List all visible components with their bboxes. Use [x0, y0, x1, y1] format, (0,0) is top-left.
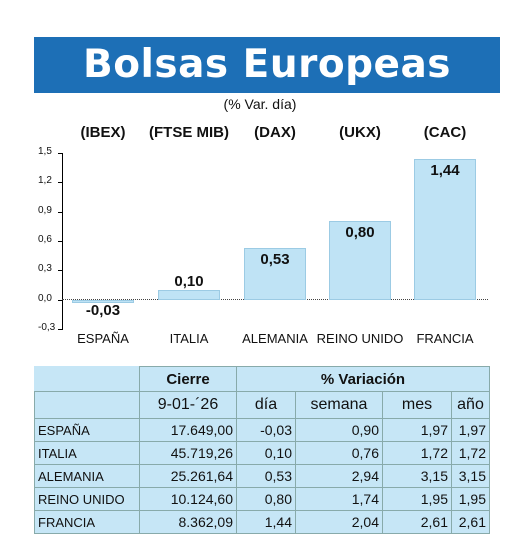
bar-italia [158, 289, 220, 300]
y-tick-label: 1,2 [38, 175, 52, 187]
table-row: REINO UNIDO 10.124,60 0,80 1,74 1,95 1,95 [34, 487, 490, 511]
cell-cierre: 17.649,00 [139, 418, 237, 442]
y-tick-mark [58, 241, 63, 242]
cell-dia: 1,44 [236, 510, 296, 534]
cell-dia: 0,53 [236, 464, 296, 488]
cell-ano: 1,95 [451, 487, 490, 511]
category-label: FRANCIA [416, 331, 474, 346]
header-cierre: Cierre [139, 366, 237, 392]
index-label: (FTSE MIB) [149, 124, 229, 141]
cell-mes: 1,95 [382, 487, 452, 511]
table-row: FRANCIA 8.362,09 1,44 2,04 2,61 2,61 [34, 510, 490, 534]
y-tick-mark [58, 270, 63, 272]
table-header-row: Cierre % Variación [34, 366, 490, 392]
table-row: ITALIA 45.719,26 0,10 0,76 1,72 1,72 [34, 441, 490, 465]
bar-reino-unido [329, 221, 391, 300]
bar-value-label: 1,44 [430, 161, 460, 179]
category-label: ESPAÑA [77, 331, 129, 346]
subheader-empty [34, 391, 140, 419]
cell-cierre: 10.124,60 [139, 487, 237, 511]
y-tick-mark [58, 182, 63, 184]
cell-ano: 3,15 [451, 464, 490, 488]
y-tick-label: 0,0 [38, 292, 52, 304]
y-tick-label: -0,3 [38, 322, 56, 333]
index-label: (CAC) [423, 124, 467, 141]
y-tick-mark [58, 299, 63, 301]
y-tick-label: 1,5 [38, 146, 52, 157]
category-label: REINO UNIDO [316, 331, 404, 346]
cell-mes: 3,15 [382, 464, 452, 488]
header-empty [34, 366, 140, 392]
y-tick-mark [58, 211, 63, 213]
cell-mes: 1,72 [382, 441, 452, 465]
bar-españa [72, 299, 134, 303]
bar-alemania [244, 247, 306, 300]
header-dia: día [236, 391, 296, 419]
header-date: 9-01-´26 [139, 391, 237, 419]
cell-semana: 2,94 [295, 464, 383, 488]
index-label: (DAX) [254, 124, 296, 141]
stock-table: Cierre % Variación 9-01-´26 día semana m… [34, 366, 490, 534]
y-tick-mark [58, 153, 63, 154]
cell-mes: 1,97 [382, 418, 452, 442]
y-tick-label: 0,3 [38, 263, 52, 275]
header-semana: semana [295, 391, 383, 419]
header-mes: mes [382, 391, 452, 419]
header-ano: año [451, 391, 490, 419]
bar-value-label: 0,80 [345, 224, 375, 242]
y-tick-label: 0,9 [38, 204, 52, 216]
cell-cierre: 8.362,09 [139, 510, 237, 534]
cell-name: ALEMANIA [34, 464, 140, 488]
table-subheader-row: 9-01-´26 día semana mes año [34, 391, 490, 419]
cell-ano: 1,97 [451, 418, 490, 442]
cell-mes: 2,61 [382, 510, 452, 534]
y-tick-mark [58, 329, 63, 330]
bar-francia [414, 158, 476, 300]
cell-semana: 2,04 [295, 510, 383, 534]
category-label: ALEMANIA [242, 331, 308, 346]
cell-cierre: 45.719,26 [139, 441, 237, 465]
table-row: ALEMANIA 25.261,64 0,53 2,94 3,15 3,15 [34, 464, 490, 488]
cell-name: REINO UNIDO [34, 487, 140, 511]
bar-value-label: 0,53 [260, 250, 290, 268]
chart-subtitle: (% Var. día) [223, 96, 297, 112]
cell-name: FRANCIA [34, 510, 140, 534]
cell-ano: 1,72 [451, 441, 490, 465]
cell-semana: 0,76 [295, 441, 383, 465]
bar-value-label: 0,10 [174, 272, 204, 290]
cell-dia: 0,10 [236, 441, 296, 465]
cell-dia: -0,03 [236, 418, 296, 442]
bar-value-label: -0,03 [85, 301, 121, 319]
cell-semana: 0,90 [295, 418, 383, 442]
index-label: (IBEX) [80, 124, 126, 141]
category-label: ITALIA [169, 331, 209, 346]
cell-name: ESPAÑA [34, 418, 140, 442]
y-tick-label: 0,6 [38, 234, 52, 245]
cell-ano: 2,61 [451, 510, 490, 534]
cell-semana: 1,74 [295, 487, 383, 511]
cell-dia: 0,80 [236, 487, 296, 511]
cell-name: ITALIA [34, 441, 140, 465]
cell-cierre: 25.261,64 [139, 464, 237, 488]
table-row: ESPAÑA 17.649,00 -0,03 0,90 1,97 1,97 [34, 418, 490, 442]
header-variacion: % Variación [236, 366, 490, 392]
index-label: (UKX) [339, 124, 381, 141]
chart-title: Bolsas Europeas [34, 37, 500, 93]
